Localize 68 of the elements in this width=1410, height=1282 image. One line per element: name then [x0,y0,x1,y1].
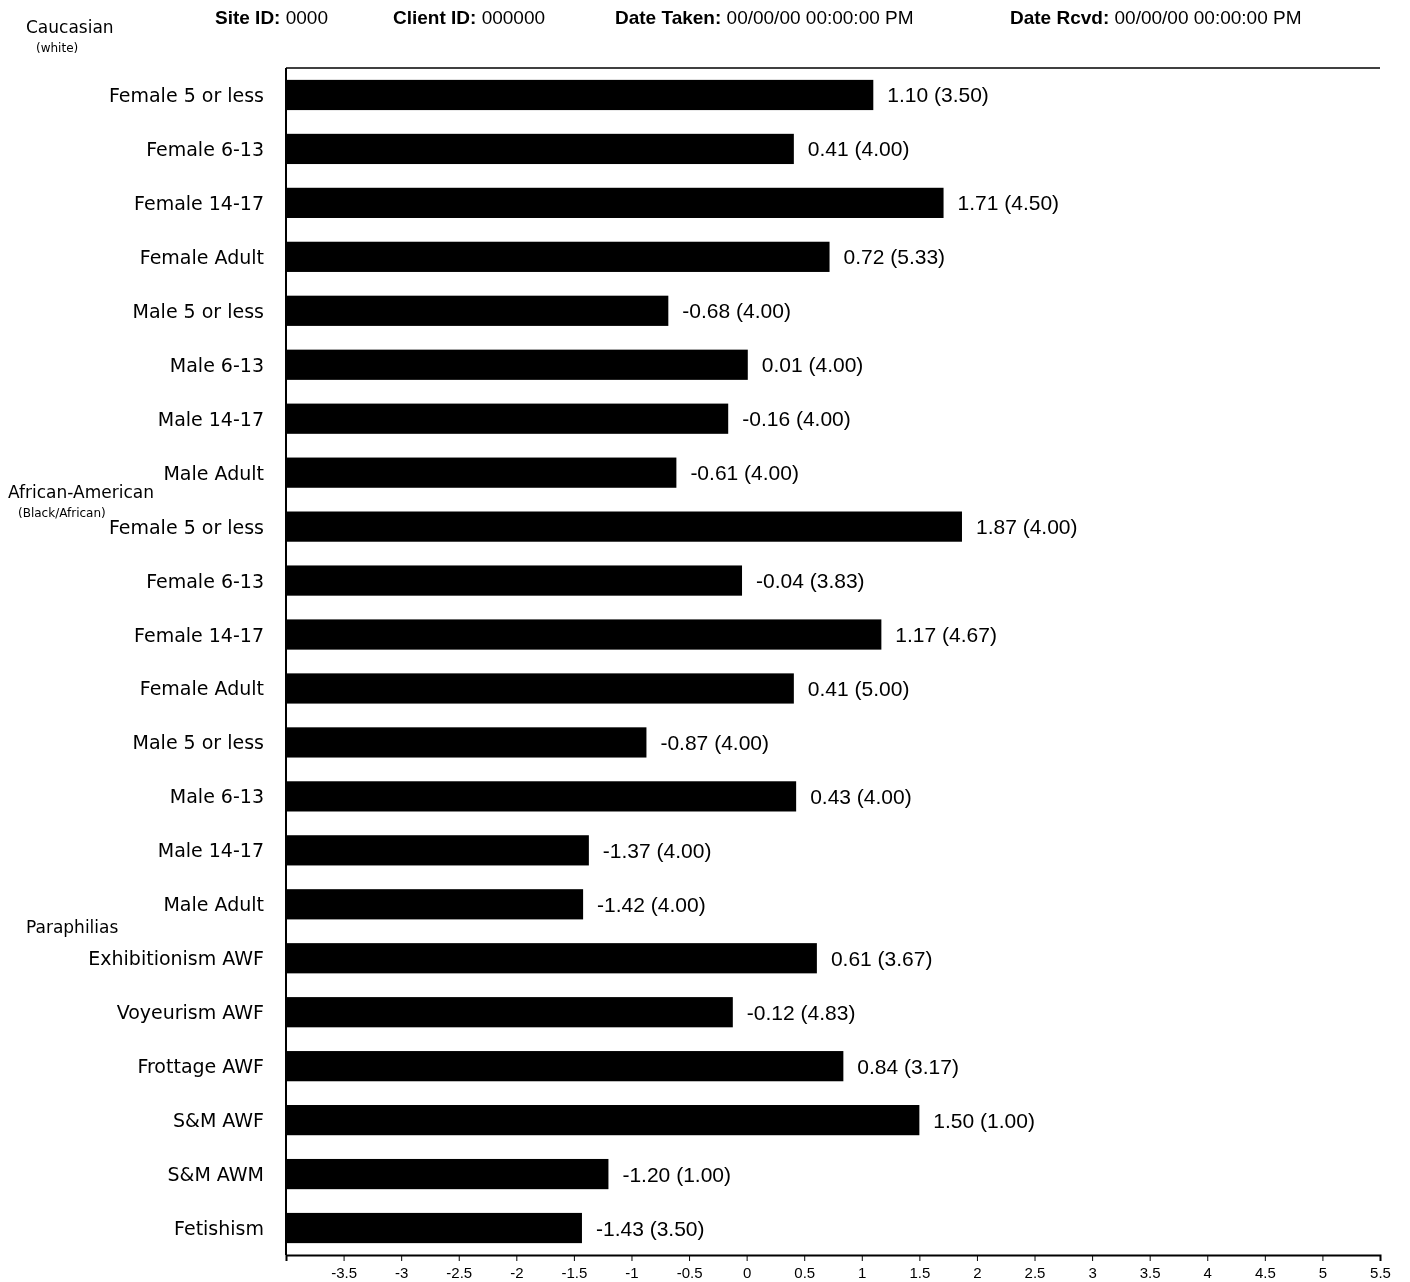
annotation: 0.72 (5.33) [843,245,946,269]
y-tick-label: Frottage AWF [137,1055,264,1078]
y-tick-label: Male 6-13 [169,353,264,376]
annotation: 1.87 (4.00) [975,515,1078,539]
x-tick-label: -1 [625,1263,639,1281]
y-tick-label: Female 5 or less [108,83,264,106]
x-tick-label: -1.5 [561,1263,588,1281]
annotation: -0.68 (4.00) [682,299,791,323]
annotation: -0.16 (4.00) [742,407,851,431]
y-tick-label: Female 6-13 [146,569,264,592]
annotation: -0.87 (4.00) [660,730,770,754]
text: Date Rcvd: 00/00/00 00:00:00 PM [1010,7,1302,28]
x-tick-label: 0 [742,1263,752,1281]
y-tick-label: Male Adult [163,893,264,916]
x-tick-label: 4 [1203,1263,1212,1281]
y-tick-label: Female 6-13 [146,137,264,160]
annotation: 1.50 (1.00) [933,1108,1035,1132]
x-tick-label: 3.5 [1139,1263,1161,1281]
annotation: 1.17 (4.67) [895,623,997,647]
y-tick-label: Fetishism [174,1217,264,1240]
x-tick-label: -0.5 [676,1263,703,1281]
y-tick-label: Male Adult [163,461,264,484]
y-tick-label: S&M AWM [167,1163,264,1186]
annotation: -1.20 (1.00) [622,1162,731,1186]
x-tick-label: 4.5 [1254,1263,1276,1281]
annotation: -1.43 (3.50) [595,1216,705,1240]
y-tick-label: Female 14-17 [134,191,264,214]
annotation: -0.04 (3.83) [756,569,865,593]
x-tick-label: -3 [394,1263,409,1281]
annotation: 0.84 (3.17) [857,1054,959,1078]
y-tick-label: Female Adult [139,677,264,700]
annotation: -0.61 (4.00) [690,461,799,485]
text: Client ID: 000000 [393,7,546,28]
x-tick-label: 2 [973,1263,982,1281]
annotation: 0.61 (3.67) [830,946,933,970]
y-tick-label: Female 14-17 [134,623,264,646]
annotation: -1.42 (4.00) [597,892,706,916]
y-tick-label: Male 6-13 [169,785,264,808]
x-tick-label: 5.5 [1370,1263,1391,1281]
y-tick-label: S&M AWF [173,1109,264,1132]
annotation: 0.01 (4.00) [761,353,864,377]
annotation: 1.71 (4.50) [957,191,1060,215]
x-tick-label: -2.5 [446,1263,473,1281]
x-tick-label: -3.5 [331,1263,358,1281]
annotation: -0.12 (4.83) [746,1000,856,1024]
x-tick-label: -2 [510,1263,524,1281]
y-tick-label: Exhibitionism AWF [88,947,264,970]
annotation: 1.10 (3.50) [887,83,989,107]
y-tick-label: Male 14-17 [157,407,264,430]
annotation: -1.37 (4.00) [602,838,712,862]
x-tick-label: 0.5 [794,1263,816,1281]
text: Date Taken: 00/00/00 00:00:00 PM [615,7,914,28]
annotation: 0.43 (4.00) [810,784,912,808]
y-tick-label: Voyeurism AWF [116,1001,264,1024]
text: Paraphilias [26,917,119,938]
x-tick-label: 1 [858,1263,867,1281]
x-tick-label: 1.5 [909,1263,931,1281]
x-tick-label: 5 [1318,1263,1328,1281]
x-tick-label: 2.5 [1024,1263,1046,1281]
y-tick-label: Female 5 or less [108,515,264,538]
y-tick-label: Male 5 or less [132,299,264,322]
y-tick-label: Male 5 or less [132,731,264,754]
y-tick-label: Male 14-17 [157,839,264,862]
annotation: 0.41 (4.00) [807,137,910,161]
annotation: 0.41 (5.00) [807,676,910,700]
text: Site ID: 0000 [215,7,328,28]
y-tick-label: Female Adult [139,245,264,268]
x-tick-label: 3 [1088,1263,1097,1281]
